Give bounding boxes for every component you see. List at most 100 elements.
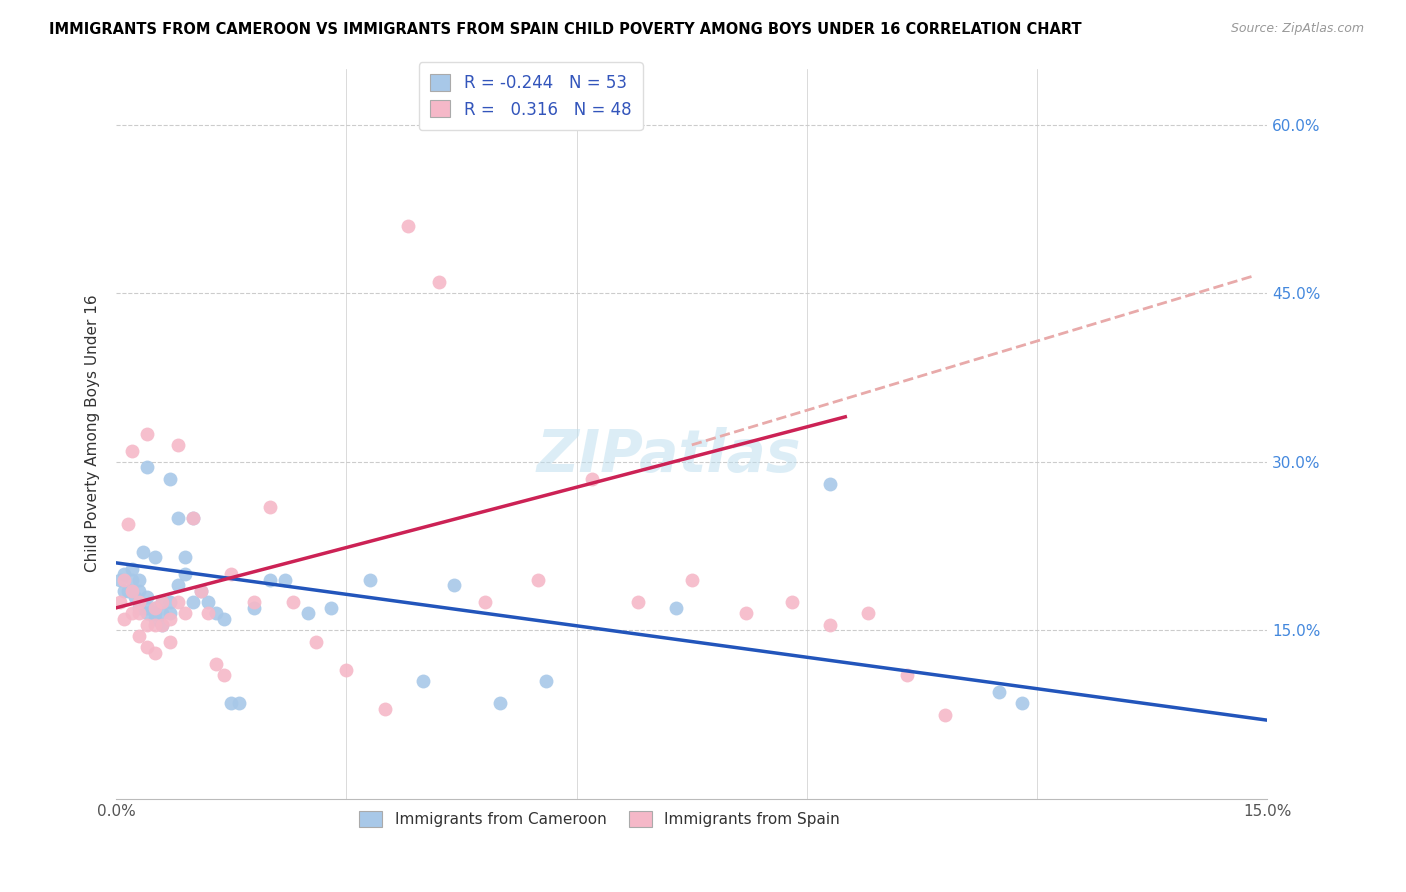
Point [121,584,143,599]
Point [359,573,381,587]
Point [665,600,688,615]
Point [117,584,139,599]
Point [150,595,173,609]
Point [159,612,181,626]
Point [818,477,841,491]
Point [1011,696,1033,710]
Point [136,617,159,632]
Point [734,607,756,621]
Point [143,550,166,565]
Point [297,607,319,621]
Point [121,443,143,458]
Point [136,590,159,604]
Point [159,607,181,621]
Point [427,275,450,289]
Point [181,511,204,525]
Point [136,640,159,655]
Point [858,607,880,621]
Point [259,500,281,514]
Point [374,702,396,716]
Point [112,573,135,587]
Point [143,646,166,660]
Point [197,595,219,609]
Point [143,617,166,632]
Legend: Immigrants from Cameroon, Immigrants from Spain: Immigrants from Cameroon, Immigrants fro… [352,803,848,835]
Point [124,590,146,604]
Point [274,573,297,587]
Point [281,595,304,609]
Point [818,617,841,632]
Point [121,584,143,599]
Point [174,550,197,565]
Point [112,584,135,599]
Point [335,663,357,677]
Point [128,600,150,615]
Point [136,600,159,615]
Y-axis label: Child Poverty Among Boys Under 16: Child Poverty Among Boys Under 16 [86,295,100,573]
Point [128,584,150,599]
Point [128,573,150,587]
Point [443,578,465,592]
Point [108,573,131,587]
Point [780,595,803,609]
Point [136,460,159,475]
Point [305,634,328,648]
Point [243,600,266,615]
Point [627,595,650,609]
Text: IMMIGRANTS FROM CAMEROON VS IMMIGRANTS FROM SPAIN CHILD POVERTY AMONG BOYS UNDER: IMMIGRANTS FROM CAMEROON VS IMMIGRANTS F… [49,22,1081,37]
Point [321,600,343,615]
Point [143,607,166,621]
Point [205,607,228,621]
Point [205,657,228,671]
Point [112,612,135,626]
Point [117,516,139,531]
Point [150,617,173,632]
Point [181,595,204,609]
Point [221,696,243,710]
Point [181,511,204,525]
Point [166,578,188,592]
Point [190,584,212,599]
Point [112,567,135,582]
Point [197,607,219,621]
Point [128,629,150,643]
Point [681,573,703,587]
Point [128,607,150,621]
Point [896,668,918,682]
Point [987,685,1010,699]
Point [143,600,166,615]
Text: Source: ZipAtlas.com: Source: ZipAtlas.com [1230,22,1364,36]
Point [474,595,496,609]
Point [243,595,266,609]
Point [136,607,159,621]
Point [121,561,143,575]
Point [166,511,188,525]
Point [212,612,235,626]
Point [159,472,181,486]
Point [412,673,434,688]
Point [259,573,281,587]
Point [166,438,188,452]
Point [128,595,150,609]
Point [121,607,143,621]
Point [132,544,155,558]
Point [136,426,159,441]
Point [143,612,166,626]
Point [166,595,188,609]
Point [159,634,181,648]
Point [121,573,143,587]
Point [150,595,173,609]
Point [228,696,250,710]
Point [581,472,603,486]
Point [174,607,197,621]
Point [150,617,173,632]
Point [534,673,557,688]
Point [143,600,166,615]
Point [108,595,131,609]
Point [159,595,181,609]
Point [489,696,512,710]
Point [396,219,419,233]
Point [221,567,243,582]
Point [174,567,197,582]
Text: ZIPatlas: ZIPatlas [537,427,801,484]
